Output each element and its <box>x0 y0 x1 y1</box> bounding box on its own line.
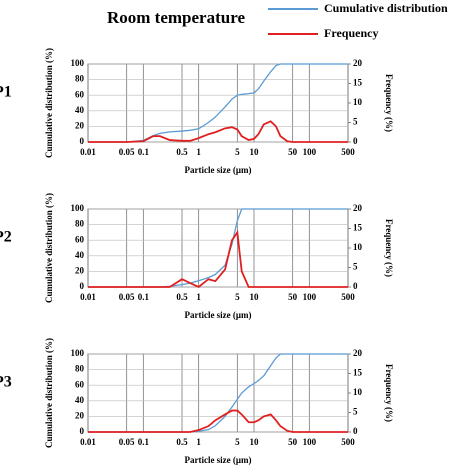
y2-axis-label: Frequency (%) <box>384 219 394 277</box>
y-tick-label: 0 <box>80 281 85 291</box>
x-tick-label: 5 <box>235 292 240 302</box>
y2-tick-label: 5 <box>353 117 358 127</box>
x-axis-label: Particle size (μm) <box>184 165 251 175</box>
y2-tick-label: 0 <box>353 426 358 436</box>
y-tick-label: 60 <box>75 234 85 244</box>
y2-tick-label: 20 <box>353 203 363 213</box>
panel-label: P3 <box>0 374 12 391</box>
x-tick-label: 0.5 <box>176 437 188 447</box>
x-tick-label: 100 <box>303 437 317 447</box>
y2-tick-label: 0 <box>353 136 358 146</box>
series-line <box>88 120 348 143</box>
x-tick-label: 100 <box>303 292 317 302</box>
y2-tick-label: 10 <box>353 387 363 397</box>
y-tick-label: 100 <box>71 348 85 358</box>
series-line <box>88 229 348 289</box>
x-tick-label: 0.05 <box>119 437 135 447</box>
y-tick-label: 0 <box>80 136 85 146</box>
y2-axis-label: Frequency (%) <box>384 364 394 422</box>
y-tick-label: 80 <box>75 364 85 374</box>
y-tick-label: 80 <box>75 74 85 84</box>
y-tick-label: 20 <box>75 120 85 130</box>
y2-tick-label: 5 <box>353 262 358 272</box>
x-tick-label: 0.1 <box>138 437 150 447</box>
x-tick-label: 0.05 <box>119 292 135 302</box>
x-tick-label: 0.01 <box>80 147 96 157</box>
y-tick-label: 100 <box>71 203 85 213</box>
x-tick-label: 100 <box>303 147 317 157</box>
x-tick-label: 5 <box>235 437 240 447</box>
x-axis-label: Particle size (μm) <box>184 455 251 465</box>
y-axis-label: Cumulative distribution (%) <box>44 48 54 158</box>
x-tick-label: 5 <box>235 147 240 157</box>
x-tick-label: 50 <box>288 437 298 447</box>
x-tick-label: 0.01 <box>80 292 96 302</box>
y2-tick-label: 5 <box>353 407 358 417</box>
x-tick-label: 500 <box>341 292 355 302</box>
y-tick-label: 60 <box>75 89 85 99</box>
y2-tick-label: 10 <box>353 242 363 252</box>
x-tick-label: 50 <box>288 147 298 157</box>
y-tick-label: 40 <box>75 250 85 260</box>
x-tick-label: 0.5 <box>176 292 188 302</box>
x-tick-label: 500 <box>341 437 355 447</box>
y2-tick-label: 15 <box>353 368 363 378</box>
x-tick-label: 0.1 <box>138 147 150 157</box>
x-tick-label: 50 <box>288 292 298 302</box>
panel-label: P2 <box>0 229 12 246</box>
y-tick-label: 80 <box>75 219 85 229</box>
x-tick-label: 0.1 <box>138 292 150 302</box>
y2-tick-label: 20 <box>353 58 363 68</box>
y2-tick-label: 10 <box>353 97 363 107</box>
y-axis-label: Cumulative distribution (%) <box>44 338 54 448</box>
y2-tick-label: 20 <box>353 348 363 358</box>
x-tick-label: 0.05 <box>119 147 135 157</box>
panel-label: P1 <box>0 84 12 101</box>
x-tick-label: 0.5 <box>176 147 188 157</box>
y-tick-label: 0 <box>80 426 85 436</box>
x-tick-label: 0.01 <box>80 437 96 447</box>
x-tick-label: 1 <box>196 437 201 447</box>
y-tick-label: 40 <box>75 105 85 115</box>
x-tick-label: 10 <box>249 147 259 157</box>
y-tick-label: 60 <box>75 379 85 389</box>
legend-label: Cumulative distribution <box>324 1 448 15</box>
y2-tick-label: 15 <box>353 78 363 88</box>
series-line <box>88 409 348 433</box>
series-line <box>88 63 348 143</box>
y-axis-label: Cumulative distribution (%) <box>44 193 54 303</box>
y-tick-label: 40 <box>75 395 85 405</box>
y2-axis-label: Frequency (%) <box>384 74 394 132</box>
x-tick-label: 10 <box>249 292 259 302</box>
x-tick-label: 1 <box>196 147 201 157</box>
y2-tick-label: 0 <box>353 281 358 291</box>
y-tick-label: 100 <box>71 58 85 68</box>
x-axis-label: Particle size (μm) <box>184 310 251 320</box>
y-tick-label: 20 <box>75 410 85 420</box>
x-tick-label: 1 <box>196 292 201 302</box>
x-tick-label: 500 <box>341 147 355 157</box>
y2-tick-label: 15 <box>353 223 363 233</box>
x-tick-label: 10 <box>249 437 259 447</box>
chart-title: Room temperature <box>107 8 245 27</box>
legend-label: Frequency <box>324 26 378 40</box>
y-tick-label: 20 <box>75 265 85 275</box>
